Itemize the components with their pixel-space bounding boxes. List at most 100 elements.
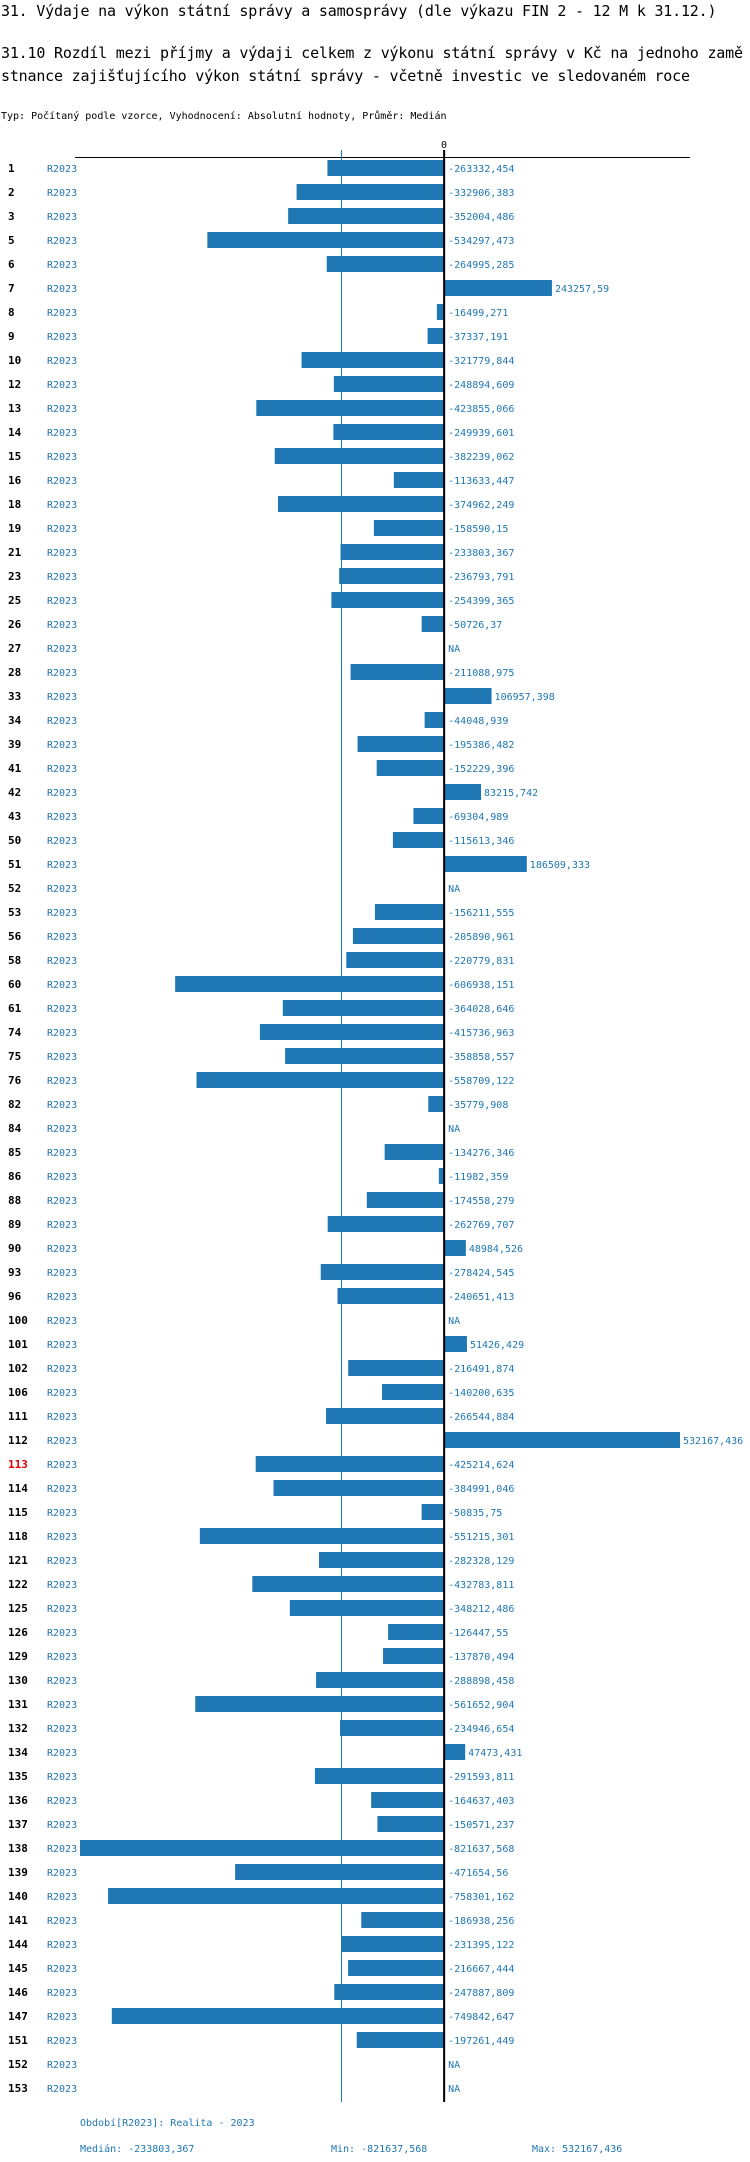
value-label: 186509,333: [530, 860, 590, 871]
row-id-label: 140: [8, 1890, 28, 1903]
row-id-label: 151: [8, 2034, 28, 2047]
bar: [413, 808, 445, 824]
value-label: -50835,75: [448, 1508, 502, 1519]
row-period-label: R2023: [47, 1244, 77, 1255]
row-id-label: 100: [8, 1314, 28, 1327]
value-label: -248894,609: [448, 380, 514, 391]
bar: [327, 1216, 445, 1232]
value-label: -606938,151: [448, 980, 514, 991]
bar: [444, 1336, 467, 1352]
row-period-label: R2023: [47, 2012, 77, 2023]
row-period-label: R2023: [47, 2060, 77, 2071]
row-period-label: R2023: [47, 1700, 77, 1711]
row-id-label: 139: [8, 1866, 28, 1879]
row-id-label: 130: [8, 1674, 28, 1687]
value-label: -332906,383: [448, 188, 514, 199]
value-label: -358858,557: [448, 1052, 514, 1063]
row-period-label: R2023: [47, 668, 77, 679]
row-id-label: 112: [8, 1434, 28, 1447]
value-label: -364028,646: [448, 1004, 514, 1015]
row-id-label: 25: [8, 594, 21, 607]
row-id-label: 34: [8, 714, 22, 727]
row-id-label: 111: [8, 1410, 28, 1423]
row-period-label: R2023: [47, 1004, 77, 1015]
value-label: -247887,809: [448, 1988, 514, 1999]
bar: [316, 1672, 445, 1688]
row-id-label: 136: [8, 1794, 28, 1807]
bar: [436, 304, 445, 320]
bar: [289, 1600, 445, 1616]
value-label: -321779,844: [448, 356, 514, 367]
row-period-label: R2023: [47, 764, 77, 775]
row-period-label: R2023: [47, 956, 77, 967]
bar: [334, 1984, 445, 2000]
row-id-label: 122: [8, 1578, 28, 1591]
row-id-label: 135: [8, 1770, 28, 1783]
value-label: 532167,436: [683, 1436, 743, 1447]
row-id-label: 144: [8, 1938, 28, 1951]
chart-subtitle: 31.10 Rozdíl mezi příjmy a výdaji celkem…: [1, 44, 743, 85]
bar: [319, 1552, 445, 1568]
bar: [444, 784, 482, 800]
value-label: 48984,526: [469, 1244, 523, 1255]
row-id-label: 19: [8, 522, 21, 535]
value-label: NA: [448, 2084, 460, 2095]
row-period-label: R2023: [47, 1100, 77, 1111]
bar: [427, 328, 445, 344]
bar: [374, 904, 445, 920]
value-label: -534297,473: [448, 236, 514, 247]
bar: [388, 1624, 445, 1640]
bar: [259, 1024, 445, 1040]
row-id-label: 14: [8, 426, 22, 439]
value-label: -231395,122: [448, 1940, 514, 1951]
row-period-label: R2023: [47, 164, 77, 175]
bar: [285, 1048, 445, 1064]
labels-layer: 1 R2023 -263332,454 2 R2023 -332906,383 3 R2023…: [8, 162, 743, 2095]
row-period-label: R2023: [47, 308, 77, 319]
row-id-label: 18: [8, 498, 21, 511]
row-period-label: R2023: [47, 1196, 77, 1207]
row-period-label: R2023: [47, 980, 77, 991]
bar: [371, 1792, 445, 1808]
row-period-label: R2023: [47, 2036, 77, 2047]
row-id-label: 12: [8, 378, 21, 391]
footer-max: Max: 532167,436: [532, 2144, 623, 2155]
bar: [424, 712, 445, 728]
value-label: -432783,811: [448, 1580, 514, 1591]
bar: [348, 1360, 445, 1376]
value-label: NA: [448, 884, 460, 895]
row-id-label: 90: [8, 1242, 21, 1255]
row-period-label: R2023: [47, 1412, 77, 1423]
row-period-label: R2023: [47, 908, 77, 919]
bar: [108, 1888, 445, 1904]
row-id-label: 106: [8, 1386, 28, 1399]
row-period-label: R2023: [47, 740, 77, 751]
row-id-label: 125: [8, 1602, 28, 1615]
value-label: -384991,046: [448, 1484, 514, 1495]
bar: [277, 496, 445, 512]
row-period-label: R2023: [47, 1340, 77, 1351]
value-label: -291593,811: [448, 1772, 514, 1783]
bar: [333, 376, 445, 392]
bar: [444, 1744, 466, 1760]
bar: [274, 448, 445, 464]
value-label: -216491,874: [448, 1364, 514, 1375]
row-period-label: R2023: [47, 476, 77, 487]
bar: [235, 1864, 445, 1880]
value-label: -140200,635: [448, 1388, 514, 1399]
value-label: -115613,346: [448, 836, 514, 847]
bar: [383, 1648, 445, 1664]
row-id-label: 13: [8, 402, 21, 415]
footer-period-note: Období[R2023]: Realita - 2023: [80, 2118, 255, 2129]
value-label: -758301,162: [448, 1892, 514, 1903]
bar: [350, 664, 445, 680]
row-id-label: 50: [8, 834, 21, 847]
value-label: -264995,285: [448, 260, 514, 271]
row-period-label: R2023: [47, 404, 77, 415]
value-label: -821637,568: [448, 1844, 514, 1855]
bar: [111, 2008, 445, 2024]
value-label: 106957,398: [495, 692, 555, 703]
row-period-label: R2023: [47, 1388, 77, 1399]
bar: [331, 592, 445, 608]
row-period-label: R2023: [47, 1124, 77, 1135]
